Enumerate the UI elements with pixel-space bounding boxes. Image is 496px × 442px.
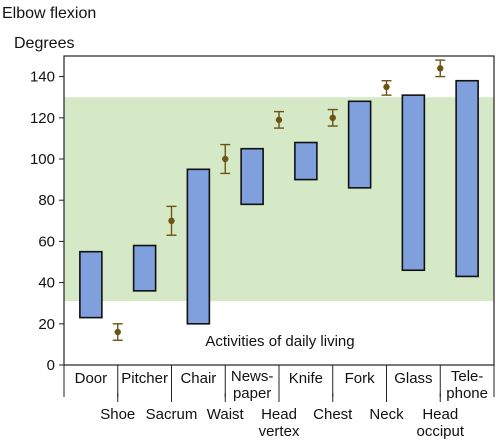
x-point-label: Shoe [100, 406, 135, 423]
point-range [327, 108, 338, 127]
y-tick-label: 120 [30, 110, 55, 127]
x-point-label: Neck [369, 406, 404, 423]
range-bar [240, 147, 264, 206]
point-range-mean [329, 114, 336, 122]
point-range [435, 59, 446, 78]
x-category-label: Chair [180, 370, 216, 387]
point-range [220, 143, 231, 175]
point-range-mean [437, 65, 444, 72]
x-axis: Door Pitcher Chair News-paper Knife Fork Glass… [63, 365, 495, 440]
y-tick-label: 20 [38, 316, 55, 333]
point-range-mean [114, 328, 121, 336]
range-bar [132, 244, 157, 292]
point-range-mean [222, 155, 229, 163]
annotation-activities: Activities of daily living [205, 333, 354, 350]
chart-title: Elbow flexion [2, 5, 96, 22]
range-bar [294, 141, 318, 181]
point-range [166, 205, 177, 236]
y-tick-label: 100 [30, 151, 55, 168]
x-category-label: Knife [289, 370, 323, 387]
x-point-label: Head occiput [416, 406, 464, 440]
x-category-label: Pitcher [121, 370, 168, 387]
point-range [112, 323, 123, 341]
y-tick-label: 0 [47, 357, 55, 374]
point-range [381, 80, 392, 96]
x-point-label: Head vertex [259, 406, 300, 440]
x-category-label: Glass [394, 370, 432, 387]
y-axis-label: Degrees [14, 35, 74, 52]
y-tick-label: 60 [38, 233, 55, 250]
range-bar [79, 250, 103, 319]
point-range-mean [168, 217, 175, 224]
point-range-mean [383, 83, 390, 91]
x-point-label: Waist [207, 406, 245, 423]
x-category-label: News-paper [231, 368, 274, 402]
y-tick-label: 40 [38, 275, 55, 292]
x-category-label: Fork [345, 370, 376, 387]
range-bar [347, 100, 372, 189]
y-tick-label: 140 [30, 69, 55, 86]
point-range [274, 110, 284, 129]
range-bar [455, 79, 479, 278]
y-tick-label: 80 [38, 192, 55, 209]
x-category-label: Door [75, 370, 108, 387]
range-bar [186, 168, 211, 325]
y-axis: 0 20 40 60 80 100 120 140 [30, 69, 64, 374]
range-bar [401, 94, 426, 272]
point-range-mean [275, 116, 283, 124]
chart-marks [79, 59, 479, 341]
x-point-label: Chest [313, 406, 353, 423]
x-category-label: Tele-phone [446, 368, 488, 402]
x-point-label: Sacrum [146, 406, 198, 423]
